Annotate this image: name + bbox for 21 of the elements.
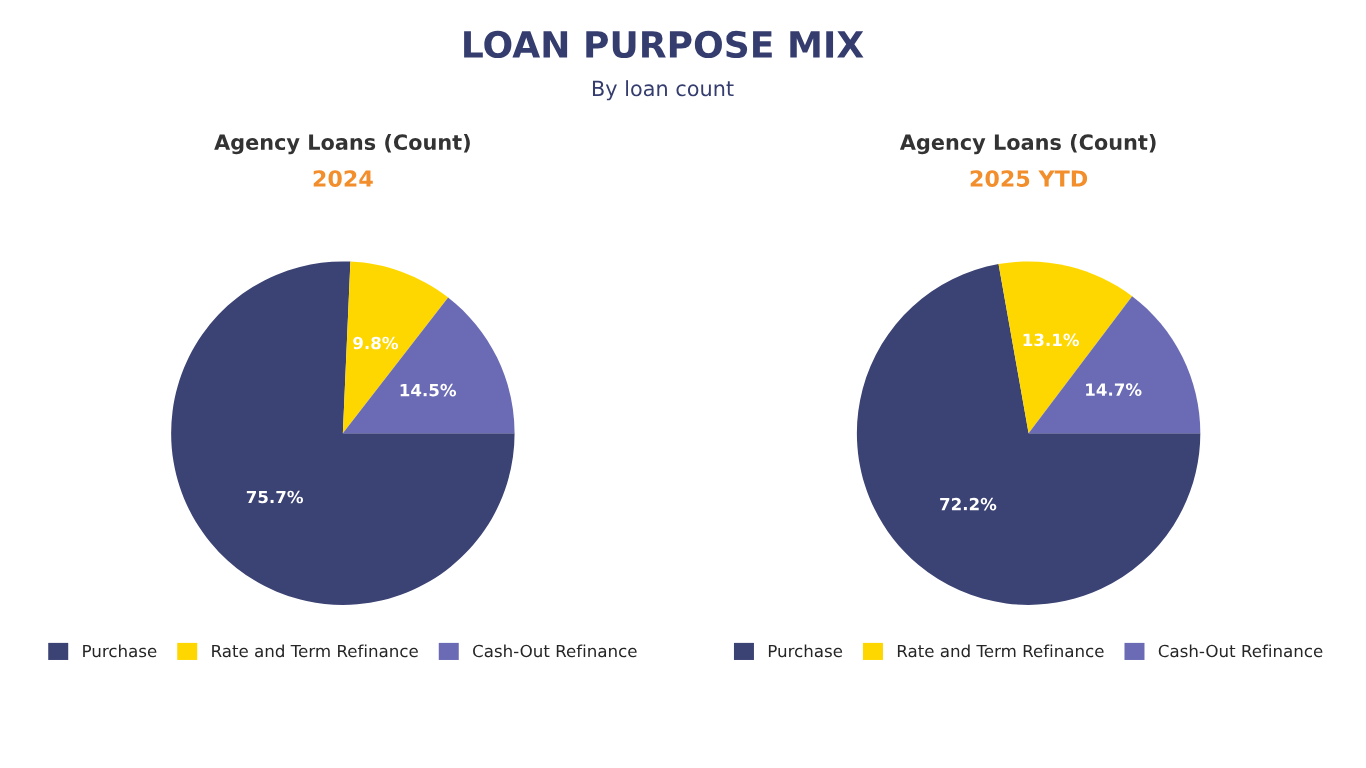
chart-subtitle: 2025 YTD — [970, 170, 1088, 187]
pie-slice — [171, 261, 515, 605]
legend-label: Rate and Term Refinance — [212, 644, 418, 658]
data-label: 75.7% — [246, 490, 304, 504]
legend-label: Cash-Out Refinance — [473, 644, 637, 658]
legend-label: Cash-Out Refinance — [1158, 644, 1323, 658]
data-label: 9.8% — [353, 336, 398, 350]
pie-slice — [342, 297, 515, 434]
chart-subtitle: 2024 — [313, 170, 373, 187]
legend-label: Rate and Term Refinance — [897, 644, 1104, 658]
legend-label: Purchase — [83, 644, 157, 658]
pie-slice — [856, 264, 1201, 605]
text: By loan count — [592, 80, 734, 101]
data-label: 14.7% — [1086, 383, 1142, 396]
chart-title: Agency Loans (Count) — [899, 133, 1156, 155]
legend-label: Purchase — [768, 644, 843, 658]
chart-title: Agency Loans (Count) — [214, 133, 470, 155]
text: LOAN PURPOSE MIX — [464, 30, 864, 59]
data-label: 13.1% — [1023, 333, 1080, 347]
data-label: 72.2% — [940, 497, 997, 511]
data-label: 14.5% — [400, 383, 457, 397]
